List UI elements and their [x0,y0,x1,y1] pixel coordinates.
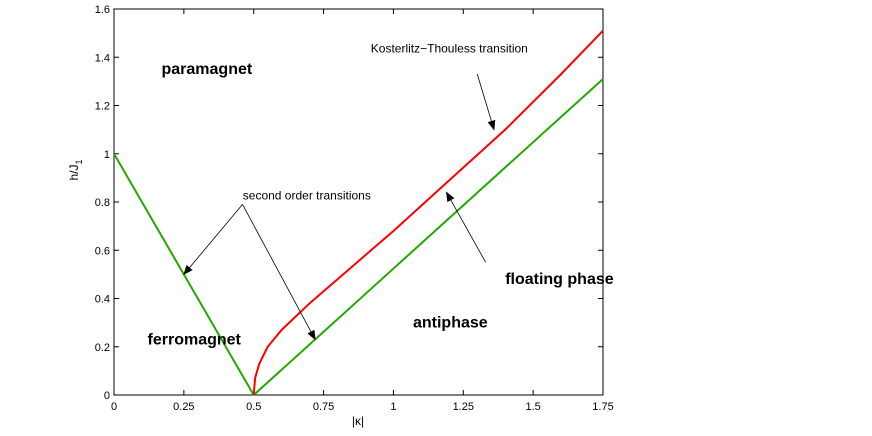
y-tick-label: 1.2 [95,101,110,113]
y-tick-label: 0.2 [95,342,110,354]
x-tick-label: 0.75 [313,401,334,413]
annotation-text-0: Kosterlitz−Thouless transition [371,41,528,55]
x-tick-label: 0.5 [246,401,261,413]
annotation-arrow [183,204,243,276]
region-label: antiphase [413,314,488,331]
y-axis-label-subscript: 1 [74,159,84,164]
x-axis-label: |κ| [352,414,364,428]
x-tick-label: 0.25 [173,401,194,413]
x-tick-label: 0 [111,401,117,413]
region-label: ferromagnet [148,331,242,348]
series-line-2 [252,30,604,396]
y-tick-label: 0 [104,390,110,402]
y-tick-label: 0.6 [95,245,110,257]
annotation-text-1: second order transitions [243,189,371,203]
annotation-arrow [242,204,316,341]
series-line-0 [113,153,255,396]
y-tick-label: 0.4 [95,294,110,306]
annotation-arrow [446,191,486,263]
y-tick-label: 1.6 [95,4,110,16]
series-line-1 [253,78,604,396]
x-tick-label: 1.5 [525,401,540,413]
y-tick-label: 1 [104,149,110,161]
y-axis-label-main: h/J [67,165,81,181]
x-tick-label: 1.25 [453,401,474,413]
region-label: floating phase [505,271,614,288]
x-tick-label: 1 [390,401,396,413]
region-label: paramagnet [162,61,253,78]
y-tick-label: 0.8 [95,197,110,209]
annotation-arrow [476,74,496,131]
x-tick-label: 1.75 [592,401,613,413]
y-axis-label: h/J1 [67,159,84,180]
y-tick-label: 1.4 [95,52,110,64]
